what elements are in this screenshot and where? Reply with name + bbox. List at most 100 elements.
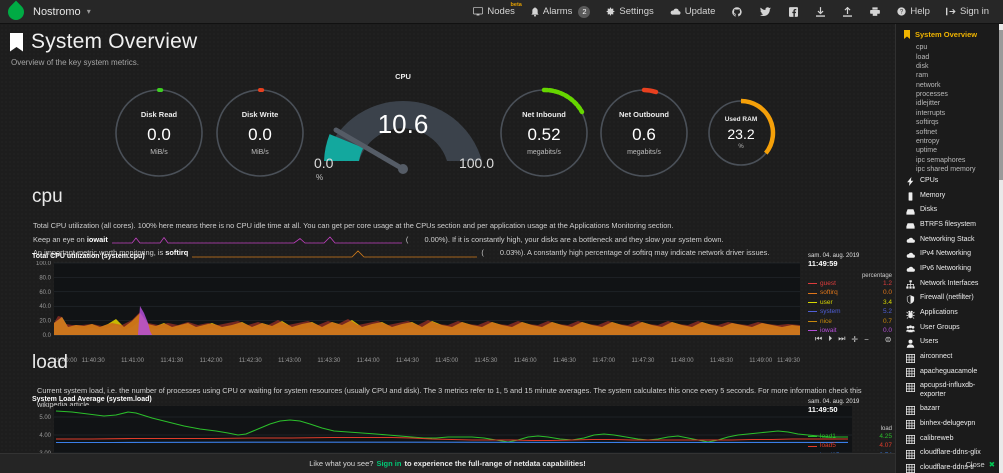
- sidebar-item-user-groups[interactable]: User Groups: [896, 321, 1003, 336]
- nav-item-upload[interactable]: [834, 0, 861, 24]
- chart-toolbar-system-cpu[interactable]: ⏮ ⏵ ⏭ ✛ − ⊜: [815, 334, 893, 344]
- legend-date: sam. 04. aug. 2019: [808, 399, 860, 405]
- sidebar-sub-item-disk[interactable]: disk: [916, 62, 929, 70]
- monitor-icon: [473, 7, 484, 16]
- toolbar-backward-icon[interactable]: ⏮: [815, 334, 823, 343]
- sidebar-sub-item-idlejitter[interactable]: idlejitter: [916, 100, 941, 108]
- brand-name[interactable]: Nostromo: [33, 5, 81, 18]
- grid-icon: [906, 405, 915, 415]
- sidebar-item-bazarr[interactable]: bazarr: [896, 403, 1003, 418]
- gauge-disk-read[interactable]: Disk Read 0.0 MiB/s: [112, 86, 206, 180]
- gauge-net-outbound[interactable]: Net Outbound 0.6 megabits/s: [597, 86, 691, 180]
- legend-row[interactable]: guest 1.2: [808, 279, 892, 288]
- sidebar-item-ipv6-networking[interactable]: IPv6 Networking: [896, 262, 1003, 277]
- chevron-down-icon[interactable]: ▾: [86, 7, 91, 16]
- gauge-disk-write[interactable]: Disk Write 0.0 MiB/s: [213, 86, 307, 180]
- sidebar-item-calibreweb[interactable]: calibreweb: [896, 432, 1003, 447]
- nav-item-github[interactable]: [723, 0, 751, 24]
- cpu-xtick: 11:46:00: [514, 358, 538, 364]
- sidebar-item-memory[interactable]: Memory: [896, 189, 1003, 204]
- sidebar-item-network-interfaces[interactable]: Network Interfaces: [896, 277, 1003, 292]
- load5-series: [56, 436, 848, 442]
- gauge-used-ram[interactable]: Used RAM 23.2 %: [705, 97, 777, 169]
- legend-color-swatch: [808, 445, 817, 447]
- grid-icon: [906, 368, 915, 378]
- legend-row[interactable]: nice 0.7: [808, 317, 892, 326]
- footer-signin-link[interactable]: Sign in: [376, 459, 402, 468]
- cpu-chart-plot[interactable]: 100.0 80.0 60.0 40.0 20.0 0.0: [32, 261, 802, 349]
- nav-item-download[interactable]: [807, 0, 834, 24]
- sidebar-sub-item-ipc-semaphores[interactable]: ipc semaphores: [916, 156, 966, 164]
- chart-system-cpu[interactable]: Total CPU utilization (system.cpu) 100.0…: [32, 253, 802, 372]
- sidebar-close-label: Close: [965, 460, 985, 469]
- toolbar-zoom-in-icon[interactable]: ✛: [851, 334, 859, 344]
- sidebar-item-label: binhex-delugevpn: [920, 419, 976, 427]
- legend-row[interactable]: iowait 0.0: [808, 326, 892, 335]
- legend-row[interactable]: load1 4.25: [808, 432, 892, 441]
- sidebar-sub-item-cpu[interactable]: cpu: [916, 44, 928, 52]
- sidebar-item-cloudflare-ddns-glix[interactable]: cloudflare-ddns-glix: [896, 447, 1003, 462]
- sidebar-sub-item-ram[interactable]: ram: [916, 72, 929, 80]
- legend-unit: percentage: [861, 273, 892, 279]
- sidebar-sub-item-ipc-shared-memory[interactable]: ipc shared memory: [916, 166, 976, 174]
- sidebar-sub-item-load[interactable]: load: [916, 53, 930, 61]
- sidebar-item-btrfs-filesystem[interactable]: BTRFS filesystem: [896, 218, 1003, 233]
- sidebar-item-label: BTRFS filesystem: [920, 220, 977, 228]
- sidebar-item-label: cloudflare-ddns-tr: [920, 463, 975, 471]
- sidebar-sub-item-uptime[interactable]: uptime: [916, 147, 938, 155]
- sidebar-sub-item-network[interactable]: network: [916, 81, 941, 89]
- legend-unit: load: [880, 426, 892, 432]
- sidebar-scrollbar-track[interactable]: [999, 24, 1003, 473]
- sidebar-sub-item-softirqs[interactable]: softirqs: [916, 119, 939, 127]
- sidebar-item-airconnect[interactable]: airconnect: [896, 351, 1003, 366]
- sidebar-sub-item-interrupts[interactable]: interrupts: [916, 109, 946, 117]
- legend-row[interactable]: system 5.2: [808, 307, 892, 316]
- nav-label-help: Help: [910, 6, 930, 17]
- sidebar-item-ipv4-networking[interactable]: IPv4 Networking: [896, 248, 1003, 263]
- bell-icon: [531, 6, 539, 17]
- sidebar-item-users[interactable]: Users: [896, 336, 1003, 351]
- sidebar-sub-item-entropy[interactable]: entropy: [916, 137, 940, 145]
- sidebar-item-disks[interactable]: Disks: [896, 204, 1003, 219]
- gauge-net-inbound[interactable]: Net Inbound 0.52 megabits/s: [497, 86, 591, 180]
- legend-row[interactable]: softirq 0.0: [808, 288, 892, 297]
- legend-row[interactable]: load5 4.07: [808, 441, 892, 450]
- toolbar-forward-icon[interactable]: ⏭: [838, 334, 846, 343]
- nav-item-twitter[interactable]: [751, 0, 780, 24]
- sidebar-close-button[interactable]: Close ✖: [966, 460, 995, 469]
- sidebar-item-apcupsd-influxdb-exporter[interactable]: apcupsd-influxdb-exporter: [896, 380, 1003, 403]
- toolbar-play-icon[interactable]: ⏵: [828, 334, 833, 343]
- sidebar-item-system-overview[interactable]: System Overview: [896, 24, 1003, 43]
- sidebar-item-apacheguacamole[interactable]: apacheguacamole: [896, 365, 1003, 380]
- sidebar-item-cpus[interactable]: CPUs: [896, 174, 1003, 189]
- sidebar-sub-item-softnet[interactable]: softnet: [916, 128, 938, 136]
- nav-item-settings[interactable]: Settings: [598, 0, 661, 24]
- sidebar-item-cloudflare-ddns-tr[interactable]: cloudflare-ddns-tr: [896, 461, 1003, 473]
- print-icon: [870, 7, 881, 16]
- nav-item-update[interactable]: Update: [662, 0, 724, 24]
- load-chart-plot[interactable]: 5.00 4.00 3.00: [32, 404, 852, 458]
- toolbar-zoom-out-icon[interactable]: −: [864, 334, 869, 344]
- nav-item-facebook[interactable]: [780, 0, 807, 24]
- chart-system-load[interactable]: System Load Average (system.load) 5.00 4…: [32, 396, 852, 463]
- toolbar-reset-icon[interactable]: ⊜: [884, 334, 892, 344]
- sidebar-sub-item-processes[interactable]: processes: [916, 91, 948, 99]
- grid-icon: [906, 435, 915, 445]
- sidebar-item-applications[interactable]: Applications: [896, 306, 1003, 321]
- nav-item-print[interactable]: [861, 0, 889, 24]
- sidebar-item-binhex-delugevpn[interactable]: binhex-delugevpn: [896, 417, 1003, 432]
- nav-item-signin[interactable]: Sign in: [938, 0, 997, 24]
- load-desc-line-1: Current system load, i.e. the number of …: [37, 386, 862, 409]
- sidebar-item-label: User Groups: [920, 323, 960, 331]
- legend-row[interactable]: user 3.4: [808, 298, 892, 307]
- gauge-cpu[interactable]: CPU 10.6 0.0 100.0 %: [314, 72, 494, 182]
- nav-item-help[interactable]: ? Help: [889, 0, 938, 24]
- cpu-ytick-60: 60.0: [39, 290, 51, 296]
- nav-item-nodes[interactable]: Nodes beta: [465, 0, 522, 24]
- nav-item-alarms[interactable]: Alarms 2: [523, 0, 599, 24]
- cloud-icon: [906, 236, 915, 245]
- sidebar-item-firewall-netfilter[interactable]: Firewall (netfilter): [896, 292, 1003, 307]
- sidebar-scrollbar-thumb[interactable]: [999, 30, 1003, 180]
- sidebar-item-networking-stack[interactable]: Networking Stack: [896, 233, 1003, 248]
- cpu-xtick: 11:48:00: [671, 358, 695, 364]
